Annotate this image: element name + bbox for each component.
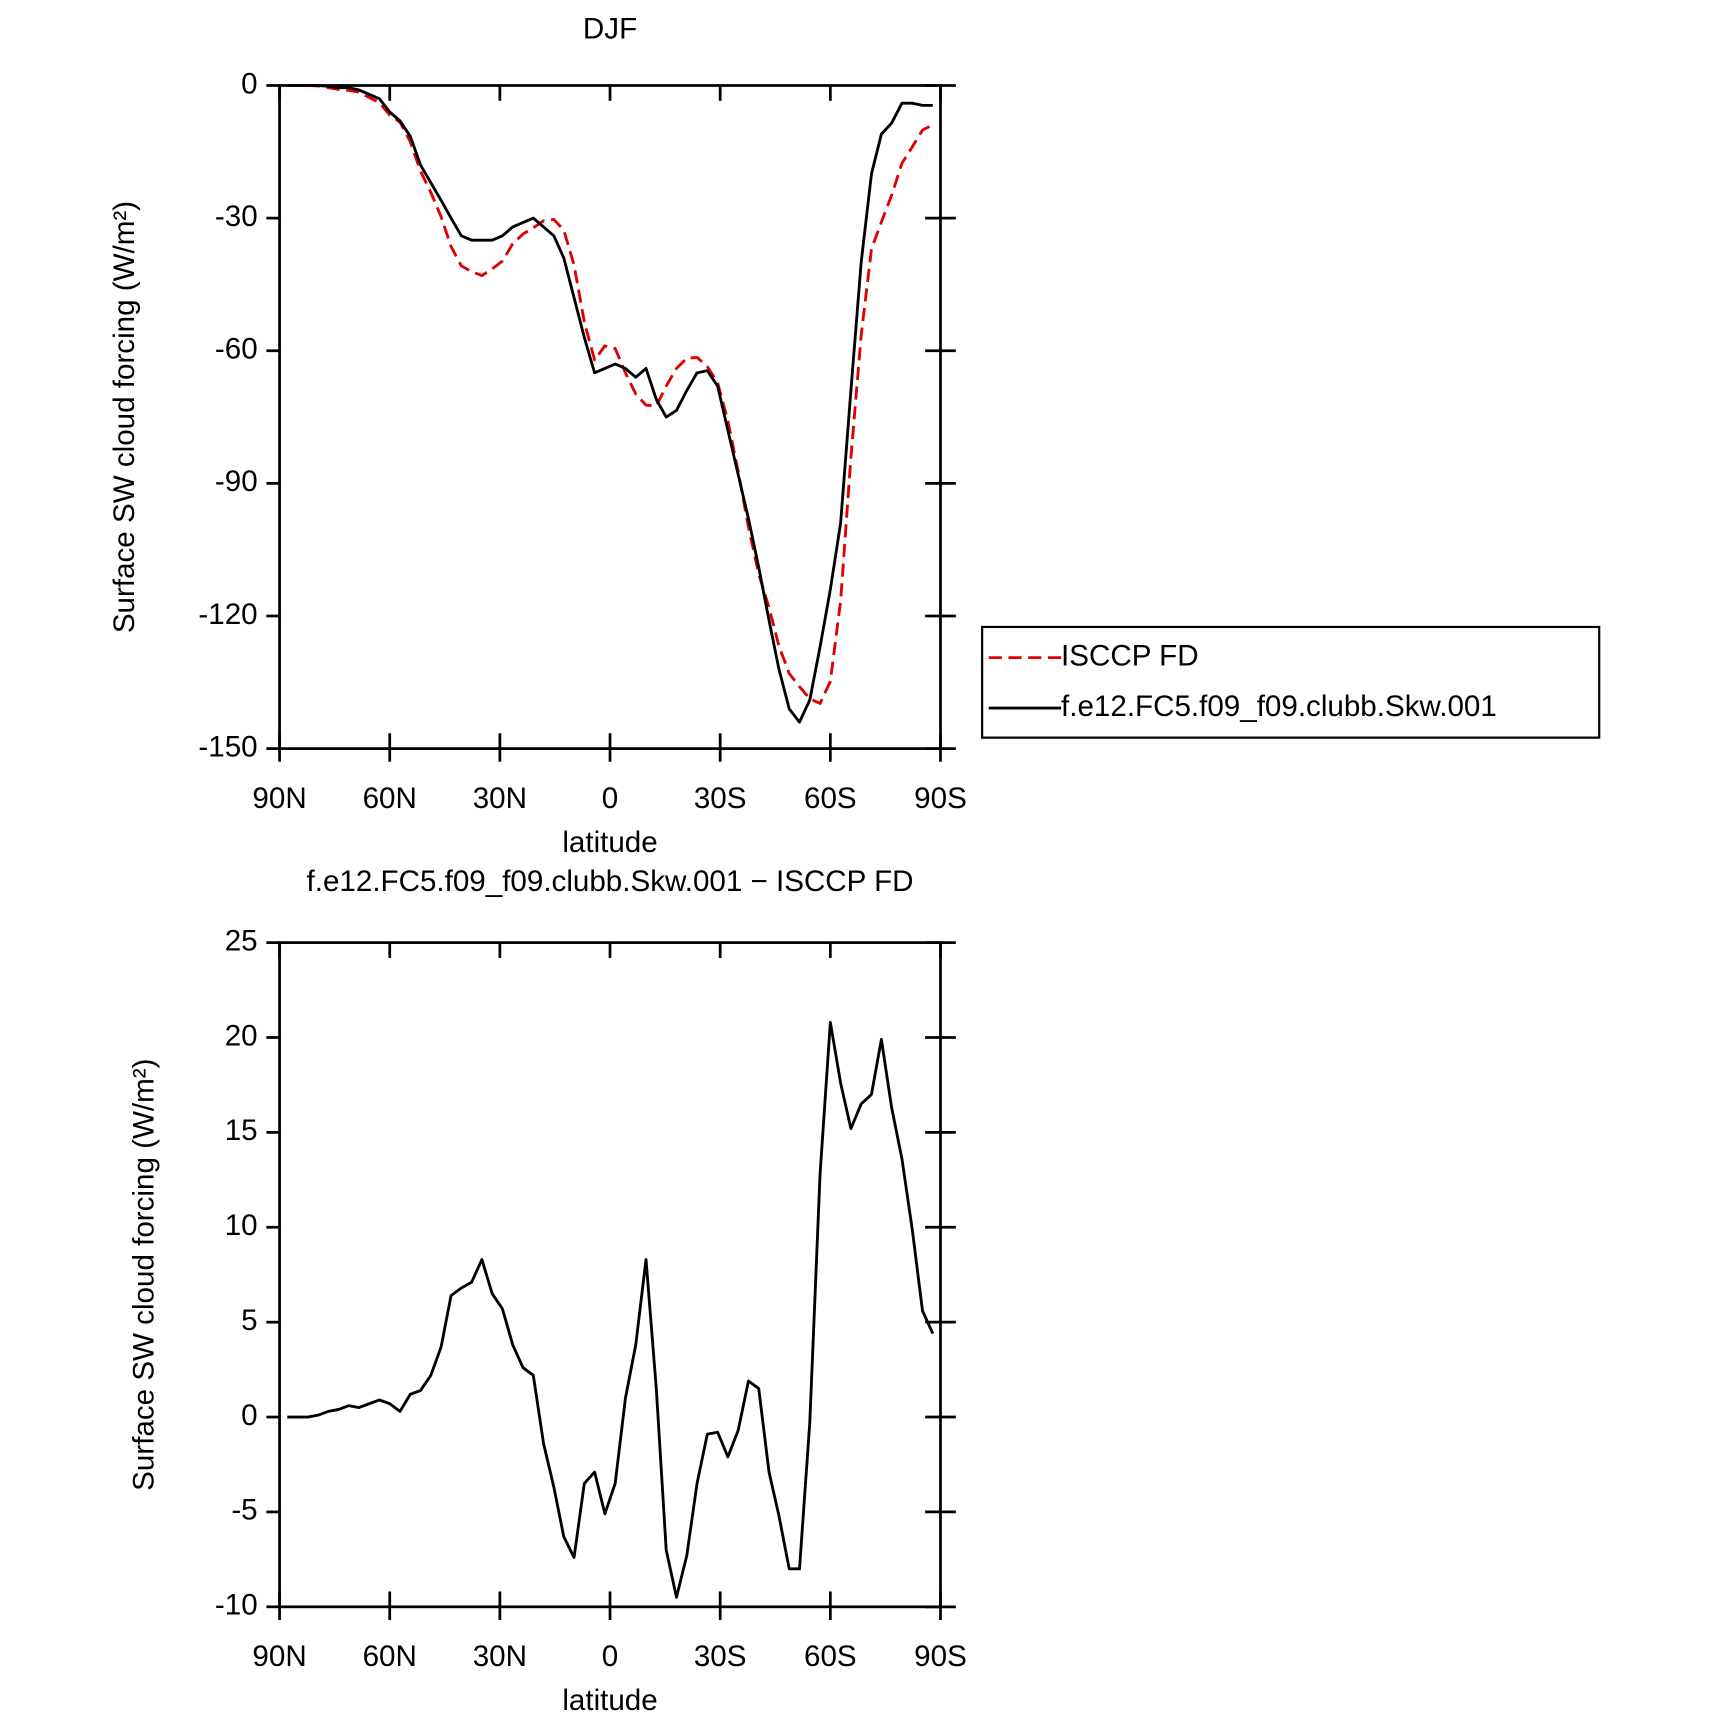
x-tick-label: 60S [804,782,857,815]
y-axis-label: Surface SW cloud forcing (W/m²) [128,1059,161,1491]
y-tick-label: 0 [241,1399,257,1432]
chart-title: f.e12.FC5.f09_f09.clubb.Skw.001 − ISCCP … [307,865,914,898]
y-tick-label: 10 [225,1209,258,1242]
legend-box [981,625,1601,739]
y-tick-label: 15 [225,1114,258,1147]
y-tick-label: -30 [215,200,258,233]
x-tick-label: 60N [363,782,417,815]
legend-label: ISCCP FD [1061,639,1199,672]
x-tick-label: 30S [694,782,747,815]
chart-title: DJF [583,13,637,46]
y-axis-label: Surface SW cloud forcing (W/m²) [108,201,141,633]
y-tick-label: -150 [198,730,257,763]
x-tick-label: 60S [804,1640,857,1673]
data-line [287,1020,935,1599]
y-tick-label: -90 [215,465,258,498]
x-tick-label: 30S [694,1640,747,1673]
y-tick-label: 0 [241,67,257,100]
x-tick-label: 30N [473,782,527,815]
y-tick-label: -120 [198,598,257,631]
x-tick-label: 60N [363,1640,417,1673]
x-tick-label: 90N [252,1640,306,1673]
y-tick-label: -60 [215,333,258,366]
x-tick-label: 0 [602,1640,618,1673]
y-tick-label: 5 [241,1304,257,1337]
x-tick-label: 90S [914,782,967,815]
y-tick-label: -10 [215,1589,258,1622]
x-tick-label: 30N [473,1640,527,1673]
x-tick-label: 90N [252,782,306,815]
x-axis-label: latitude [562,1684,657,1717]
legend-label: f.e12.FC5.f09_f09.clubb.Skw.001 [1061,690,1497,723]
x-axis-label: latitude [562,826,657,859]
x-tick-label: 90S [914,1640,967,1673]
y-tick-label: 20 [225,1019,258,1052]
data-line [287,84,933,724]
plot-frame [278,84,942,750]
y-tick-label: -5 [231,1494,257,1527]
plot-frame [278,941,942,1609]
x-tick-label: 0 [602,782,618,815]
y-tick-label: 25 [225,924,258,957]
data-line [287,84,934,705]
